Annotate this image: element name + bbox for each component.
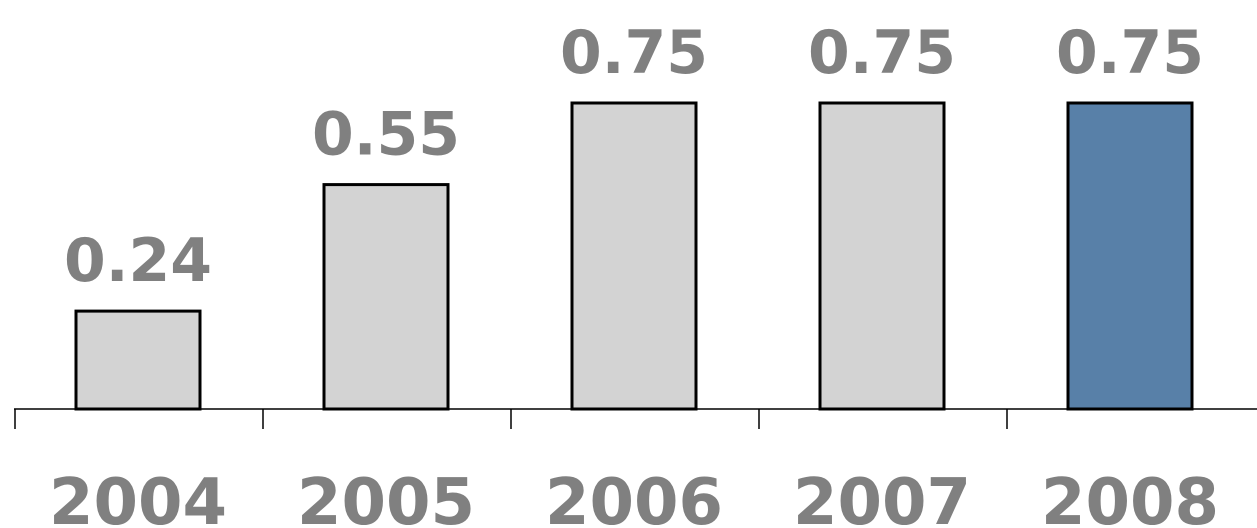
- bar-2005: [322, 183, 450, 411]
- x-axis: [14, 408, 1257, 429]
- data-label-2005: 0.55: [312, 100, 460, 170]
- bar-2006: [570, 101, 698, 411]
- data-label-2006: 0.75: [560, 18, 708, 88]
- data-label-2007: 0.75: [808, 18, 956, 88]
- data-label-2004: 0.24: [64, 226, 212, 296]
- x-tick-label-2006: 2006: [545, 466, 723, 528]
- data-label-2008: 0.75: [1056, 18, 1204, 88]
- bar-2007: [818, 101, 946, 411]
- x-tick-label-2008: 2008: [1041, 466, 1219, 528]
- x-tick-label-2007: 2007: [793, 466, 971, 528]
- data-labels-group: 0.24 0.55 0.75 0.75 0.75: [64, 18, 1204, 296]
- bars-group: [74, 101, 1194, 411]
- bar-2004: [74, 309, 202, 411]
- tick-labels-group: 2004 2005 2006 2007 2008: [49, 466, 1219, 528]
- x-tick-label-2005: 2005: [297, 466, 475, 528]
- bar-2008: [1066, 101, 1194, 411]
- x-tick-label-2004: 2004: [49, 466, 227, 528]
